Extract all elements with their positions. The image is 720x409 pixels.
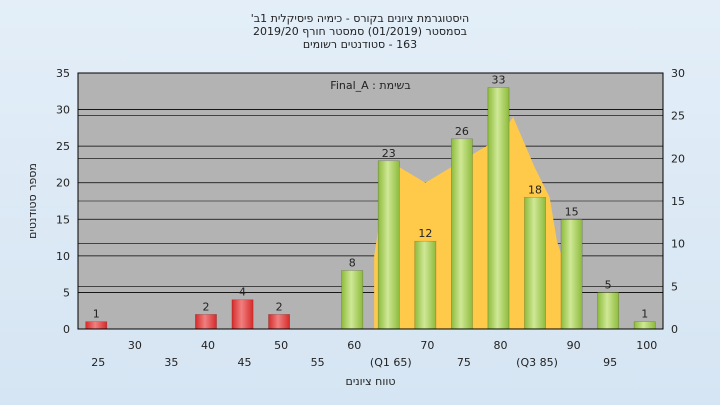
y-tick-35: 35 (56, 67, 70, 80)
x-tick-85: (Q3 85) (516, 356, 558, 369)
y-tick-15: 15 (56, 213, 70, 226)
x-tick-35: 35 (164, 356, 178, 369)
x-tick-55: 55 (311, 356, 325, 369)
y-tick-10: 10 (56, 250, 70, 263)
bar-85 (524, 197, 546, 330)
bar-label-75: 26 (455, 125, 469, 138)
bar-80 (487, 87, 510, 330)
bar-95 (597, 292, 620, 330)
plot-note: בשימת : Final_A (330, 79, 410, 92)
x-tick-60: 60 (347, 339, 361, 352)
x-tick-30: 30 (128, 339, 142, 352)
bars (85, 87, 656, 330)
x-tick-95: 95 (603, 356, 617, 369)
x-axis-ticks: 25 30 35 40 45 50 55 60 (Q1 65) 70 75 80 (Q3 85) 90 95… (91, 339, 657, 369)
y2-tick-15: 15 (671, 195, 685, 208)
bar-label-65: 23 (382, 147, 396, 160)
bar-60 (341, 270, 364, 330)
y-tick-20: 20 (56, 177, 70, 190)
x-tick-40: 40 (201, 339, 215, 352)
bar-label-80: 33 (491, 74, 505, 87)
plot-border (77, 72, 664, 330)
y-tick-5: 5 (63, 286, 70, 299)
x-tick-65: (Q1 65) (370, 356, 412, 369)
y-axis-left-ticks: 0 5 10 15 20 25 30 35 (56, 67, 70, 336)
x-tick-50: 50 (274, 339, 288, 352)
y2-tick-20: 20 (671, 152, 685, 165)
chart-title-line-3: 163 - סטודנטים רשומים (303, 38, 417, 51)
y2-tick-5: 5 (671, 280, 678, 293)
y2-tick-25: 25 (671, 110, 685, 123)
bar-label-90: 15 (565, 205, 579, 218)
y-tick-25: 25 (56, 140, 70, 153)
y2-tick-10: 10 (671, 238, 685, 251)
y2-tick-30: 30 (671, 67, 685, 80)
bar-90 (560, 218, 583, 330)
x-tick-80: 80 (493, 339, 507, 352)
bar-label-25: 1 (93, 308, 100, 321)
bar-label-60: 8 (349, 256, 356, 269)
x-tick-70: 70 (420, 339, 434, 352)
x-tick-75: 75 (457, 356, 471, 369)
x-tick-100: 100 (636, 339, 657, 352)
bar-50 (268, 314, 290, 330)
chart-title-line-1: היסטוגרמת ציונים בקורס - כימיה פיסיקלית … (251, 12, 469, 25)
bar-label-85: 18 (528, 183, 542, 196)
bar-40 (195, 314, 217, 330)
bar-100 (633, 321, 656, 330)
bar-25 (85, 321, 108, 330)
bar-label-70: 12 (418, 227, 432, 240)
bar-75 (451, 138, 473, 330)
bar-label-45: 4 (239, 286, 246, 299)
chart-title-line-2: בסמסטר (01/2019) סמסטר חורף 2019/20 (253, 25, 467, 38)
x-tick-45: 45 (238, 356, 252, 369)
x-tick-90: 90 (567, 339, 581, 352)
bar-label-100: 1 (641, 308, 648, 321)
x-axis-title: טווח ציונים (346, 375, 396, 388)
y-tick-0: 0 (63, 323, 70, 336)
bar-45 (231, 299, 254, 330)
bar-label-50: 2 (276, 300, 283, 313)
chart-title: היסטוגרמת ציונים בקורס - כימיה פיסיקלית … (251, 12, 469, 51)
bar-65 (377, 160, 400, 330)
y-tick-30: 30 (56, 104, 70, 117)
bar-label-95: 5 (605, 278, 612, 291)
y-axis-title: מספר סטודנטים (26, 163, 39, 239)
bar-70 (414, 240, 437, 330)
bar-label-40: 2 (202, 300, 209, 313)
x-tick-25: 25 (91, 356, 105, 369)
y2-tick-0: 0 (671, 323, 678, 336)
y-axis-right-ticks: 0 5 10 15 20 25 30 (671, 67, 685, 336)
